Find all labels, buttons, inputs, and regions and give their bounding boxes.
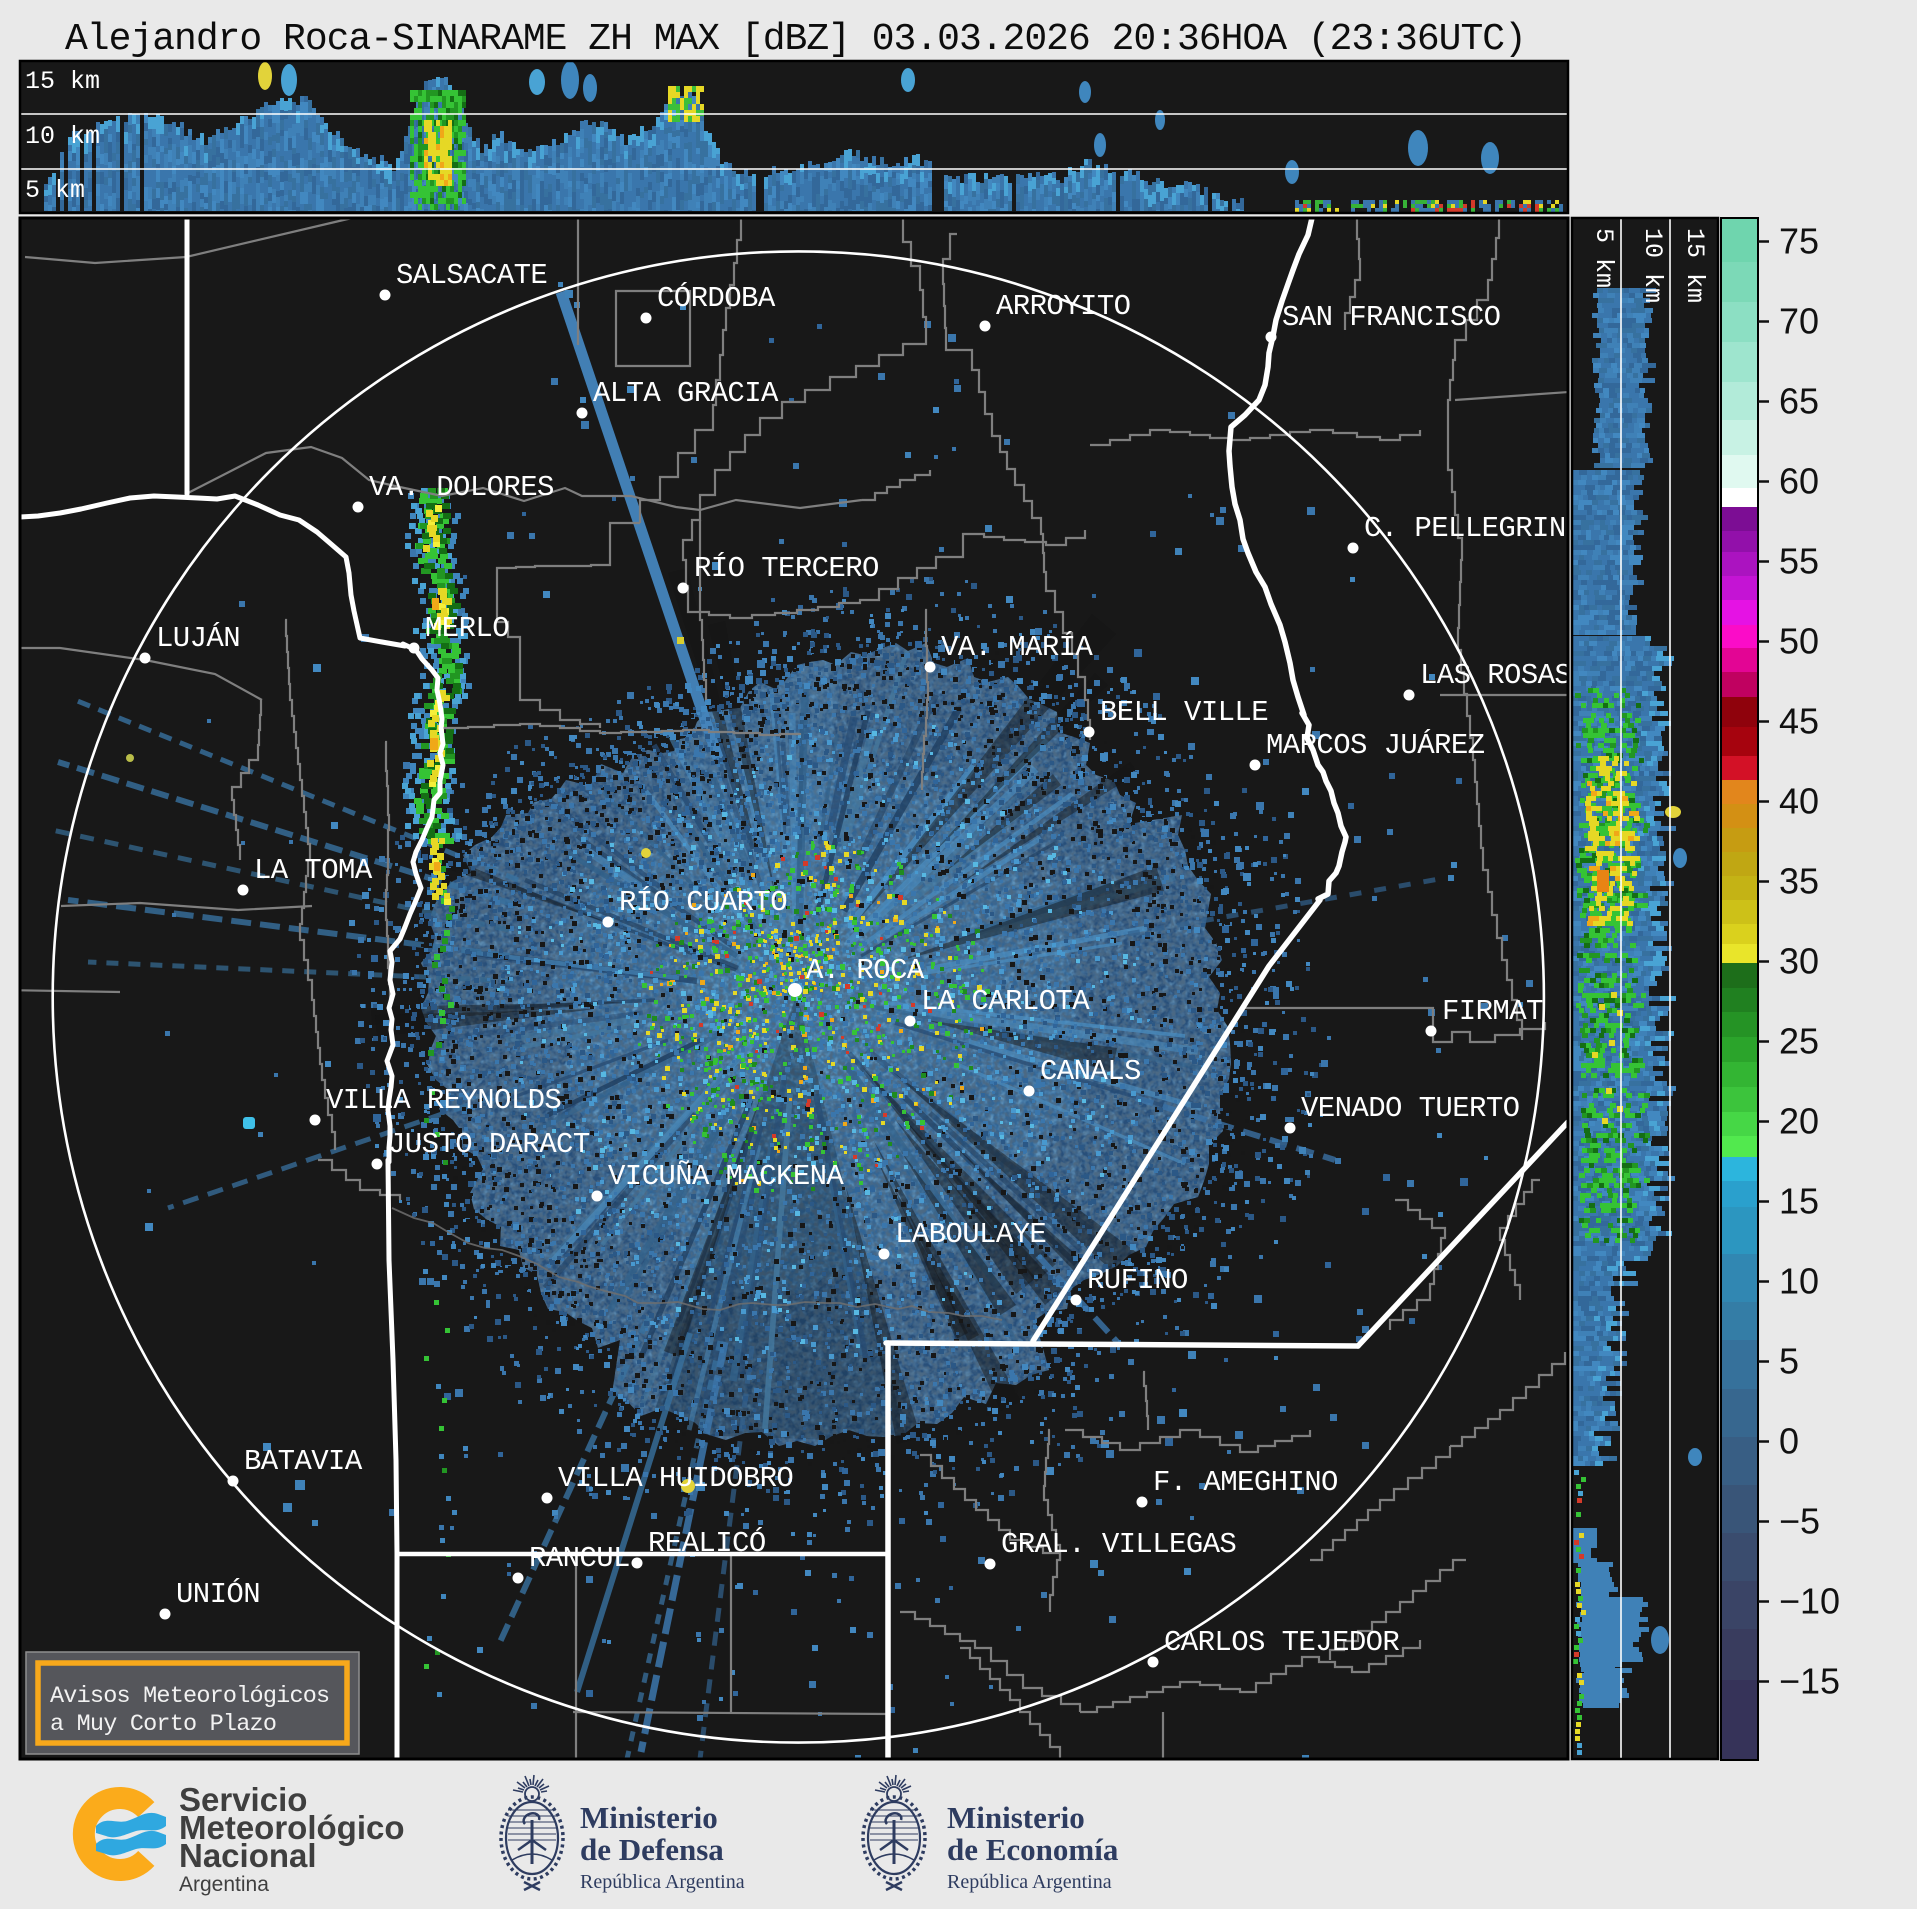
- svg-text:60: 60: [1779, 461, 1819, 502]
- svg-text:LABOULAYE: LABOULAYE: [895, 1218, 1046, 1251]
- svg-text:−5: −5: [1779, 1501, 1820, 1542]
- svg-text:República Argentina: República Argentina: [947, 1871, 1112, 1893]
- svg-text:República Argentina: República Argentina: [580, 1871, 745, 1893]
- svg-text:45: 45: [1779, 701, 1819, 742]
- svg-text:CANALS: CANALS: [1040, 1055, 1141, 1088]
- svg-text:LUJÁN: LUJÁN: [156, 621, 240, 655]
- svg-text:REALICÓ: REALICÓ: [648, 1526, 766, 1560]
- svg-text:VA. MARÍA: VA. MARÍA: [941, 630, 1093, 664]
- svg-text:ALTA GRACIA: ALTA GRACIA: [593, 377, 779, 410]
- svg-text:15 km: 15 km: [25, 67, 100, 96]
- svg-text:CÓRDOBA: CÓRDOBA: [657, 281, 776, 315]
- svg-text:C. PELLEGRINI: C. PELLEGRINI: [1364, 512, 1582, 545]
- svg-text:Nacional: Nacional: [179, 1837, 317, 1874]
- svg-text:Avisos Meteorológicos: Avisos Meteorológicos: [50, 1683, 329, 1710]
- svg-text:JUSTO DARACT: JUSTO DARACT: [388, 1128, 590, 1161]
- svg-text:65: 65: [1779, 381, 1819, 422]
- svg-text:75: 75: [1779, 221, 1819, 262]
- svg-text:10 km: 10 km: [25, 122, 100, 151]
- svg-text:BELL VILLE: BELL VILLE: [1100, 696, 1268, 729]
- svg-text:30: 30: [1779, 941, 1819, 982]
- svg-text:5: 5: [1779, 1341, 1799, 1382]
- svg-text:VA. DOLORES: VA. DOLORES: [369, 471, 554, 504]
- svg-text:Servicio: Servicio: [179, 1781, 307, 1818]
- svg-text:55: 55: [1779, 541, 1819, 582]
- svg-text:70: 70: [1779, 301, 1819, 342]
- svg-text:LA CARLOTA: LA CARLOTA: [921, 985, 1090, 1018]
- svg-text:25: 25: [1779, 1021, 1819, 1062]
- svg-text:RUFINO: RUFINO: [1087, 1264, 1188, 1297]
- svg-text:GRAL. VILLEGAS: GRAL. VILLEGAS: [1001, 1528, 1236, 1561]
- svg-text:VICUÑA MACKENA: VICUÑA MACKENA: [608, 1159, 844, 1193]
- svg-text:RÍO TERCERO: RÍO TERCERO: [694, 551, 879, 585]
- svg-text:BATAVIA: BATAVIA: [244, 1445, 363, 1478]
- svg-text:5 km: 5 km: [1589, 228, 1618, 288]
- svg-text:Alejandro Roca-SINARAME ZH MAX: Alejandro Roca-SINARAME ZH MAX [dBZ] 03.…: [65, 18, 1526, 61]
- svg-text:0: 0: [1779, 1421, 1799, 1462]
- svg-text:50: 50: [1779, 621, 1819, 662]
- svg-text:FIRMAT: FIRMAT: [1442, 995, 1543, 1028]
- svg-text:15: 15: [1779, 1181, 1819, 1222]
- svg-text:ARROYITO: ARROYITO: [996, 290, 1130, 323]
- svg-text:VENADO TUERTO: VENADO TUERTO: [1301, 1092, 1519, 1125]
- svg-text:SAN FRANCISCO: SAN FRANCISCO: [1282, 301, 1500, 334]
- svg-text:RÍO CUARTO: RÍO CUARTO: [619, 885, 787, 919]
- svg-text:F. AMEGHINO: F. AMEGHINO: [1153, 1466, 1338, 1499]
- svg-text:a Muy Corto Plazo: a Muy Corto Plazo: [50, 1711, 276, 1738]
- svg-text:UNIÓN: UNIÓN: [176, 1577, 260, 1611]
- svg-text:10: 10: [1779, 1261, 1819, 1302]
- svg-text:RANCUL: RANCUL: [529, 1542, 630, 1575]
- svg-text:MARCOS JUÁREZ: MARCOS JUÁREZ: [1266, 728, 1485, 762]
- svg-text:−15: −15: [1779, 1661, 1840, 1702]
- svg-text:35: 35: [1779, 861, 1819, 902]
- svg-text:CARLOS TEJEDOR: CARLOS TEJEDOR: [1164, 1626, 1399, 1659]
- svg-text:5 km: 5 km: [25, 176, 85, 205]
- svg-text:VILLA REYNOLDS: VILLA REYNOLDS: [326, 1084, 561, 1117]
- svg-text:MERLO: MERLO: [425, 612, 509, 645]
- svg-text:−10: −10: [1779, 1581, 1840, 1622]
- svg-text:10 km: 10 km: [1638, 228, 1667, 303]
- svg-text:20: 20: [1779, 1101, 1819, 1142]
- svg-text:15 km: 15 km: [1680, 228, 1709, 303]
- svg-text:SALSACATE: SALSACATE: [396, 259, 547, 292]
- svg-text:Ministerio: Ministerio: [580, 1800, 718, 1835]
- svg-text:40: 40: [1779, 781, 1819, 822]
- svg-text:Argentina: Argentina: [179, 1873, 269, 1896]
- svg-text:LA TOMA: LA TOMA: [254, 854, 373, 887]
- svg-text:de Economía: de Economía: [947, 1832, 1119, 1867]
- svg-text:Ministerio: Ministerio: [947, 1800, 1085, 1835]
- svg-text:de Defensa: de Defensa: [580, 1832, 724, 1867]
- svg-text:VILLA HUIDOBRO: VILLA HUIDOBRO: [558, 1462, 793, 1495]
- svg-text:LAS ROSAS: LAS ROSAS: [1420, 659, 1571, 692]
- svg-text:A. ROCA: A. ROCA: [806, 954, 925, 987]
- svg-text:Meteorológico: Meteorológico: [179, 1809, 405, 1846]
